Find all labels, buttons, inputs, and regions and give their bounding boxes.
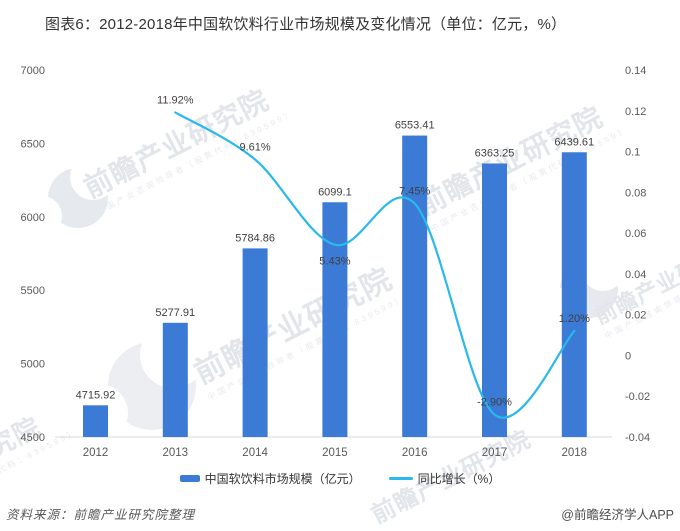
bar-value-label: 6553.41: [395, 120, 435, 132]
bar-value-label: 6099.1: [318, 186, 352, 198]
right-axis-tick: -0.02: [625, 391, 650, 403]
source-note: 资料来源：前瞻产业研究院整理: [6, 508, 196, 522]
right-axis-tick: -0.04: [625, 432, 650, 444]
growth-line: [174, 111, 576, 419]
bar-value-label: 5277.91: [155, 307, 195, 319]
bar-2014: [242, 248, 268, 437]
bar-value-label: 6363.25: [475, 147, 515, 159]
bar-2016: [402, 135, 428, 437]
bar-value-label: 6439.61: [554, 136, 594, 148]
bar-series-swatch: [179, 474, 200, 482]
brand-note: @前瞻经济学人APP: [561, 508, 674, 522]
right-axis-tick: 0.1: [625, 147, 640, 159]
x-axis-label: 2013: [163, 447, 189, 459]
right-axis-tick: 0: [625, 350, 631, 362]
right-axis-tick: 0.12: [625, 106, 646, 118]
right-axis-tick: 0.02: [625, 310, 646, 322]
right-axis-tick: 0.04: [625, 269, 646, 281]
legend-item-market-size: 中国软饮料市场规模（亿元）: [179, 470, 361, 487]
left-axis-tick: 5000: [21, 359, 45, 371]
right-axis-tick: 0.14: [625, 65, 646, 77]
growth-value-label: -2.90%: [477, 397, 512, 409]
x-axis-label: 2018: [562, 447, 588, 459]
bar-2012: [83, 405, 108, 437]
chart-title: 图表6：2012-2018年中国软饮料行业市场规模及变化情况（单位：亿元，%）: [45, 16, 567, 33]
bar-2015: [322, 202, 348, 437]
left-axis-tick: 7000: [21, 65, 45, 77]
growth-value-label: 5.43%: [319, 256, 350, 268]
left-axis-tick: 6000: [21, 212, 45, 224]
growth-value-label: 1.20%: [559, 313, 590, 325]
legend: 中国软饮料市场规模（亿元） 同比增长（%）: [0, 469, 680, 487]
growth-value-label: 9.61%: [239, 142, 270, 154]
bar-series-label: 中国软饮料市场规模（亿元）: [204, 471, 361, 486]
left-axis-tick: 5500: [21, 285, 45, 297]
growth-value-label: 11.92%: [157, 94, 194, 106]
x-axis-label: 2017: [482, 447, 508, 459]
growth-value-label: 7.45%: [399, 186, 430, 198]
line-series-swatch: [388, 476, 413, 480]
right-axis-tick: 0.08: [625, 187, 646, 199]
bar-2013: [162, 322, 188, 437]
left-axis-tick: 6500: [21, 138, 45, 150]
bar-value-label: 5784.86: [235, 232, 275, 244]
bar-2018: [561, 152, 587, 437]
x-axis-label: 2014: [242, 447, 268, 459]
x-axis-label: 2012: [83, 447, 109, 459]
line-series-label: 同比增长（%）: [417, 471, 501, 486]
right-axis-tick: 0.06: [625, 228, 646, 240]
legend-item-growth: 同比增长（%）: [388, 470, 501, 487]
bar-2017: [482, 163, 507, 437]
x-axis-label: 2016: [402, 447, 428, 459]
x-axis-label: 2015: [322, 447, 348, 459]
bar-value-label: 4715.92: [76, 389, 116, 401]
left-axis-tick: 4500: [21, 432, 45, 444]
